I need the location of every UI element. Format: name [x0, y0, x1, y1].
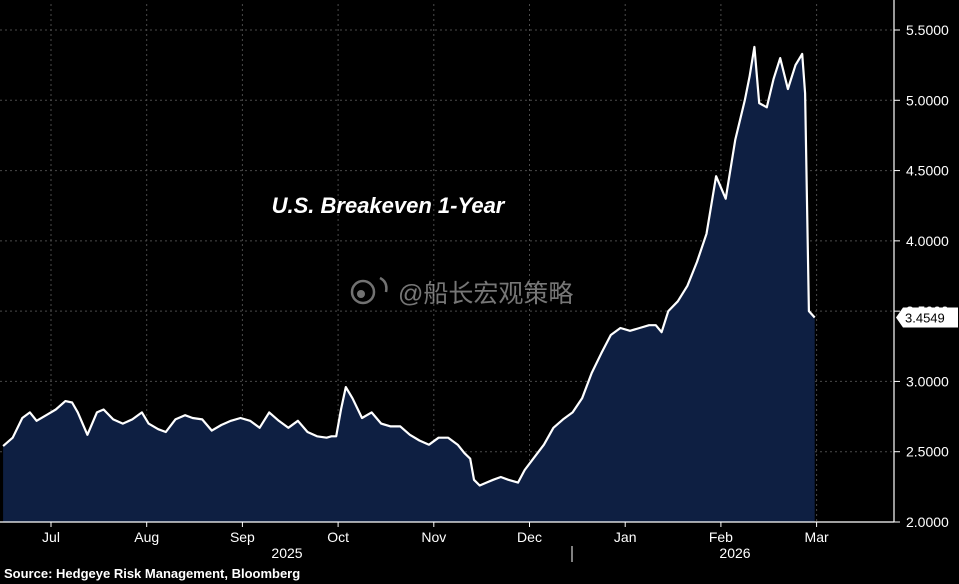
- x-tick-label: Jan: [614, 529, 637, 545]
- x-tick-label: Nov: [421, 529, 446, 545]
- x-tick-label: Dec: [517, 529, 542, 545]
- weibo-icon-eye: [357, 290, 365, 298]
- weibo-icon-wave: [379, 276, 388, 293]
- watermark-text: @船长宏观策略: [398, 280, 573, 308]
- x-tick-label: Aug: [134, 529, 159, 545]
- y-tick-label: 2.5000: [906, 444, 949, 460]
- y-tick-label: 3.0000: [906, 373, 949, 389]
- chart-title: U.S. Breakeven 1-Year: [272, 193, 506, 218]
- current-value-badge-shape: [896, 307, 958, 328]
- y-tick-label: 4.5000: [906, 163, 949, 179]
- current-value-badge: 3.4549: [896, 307, 958, 328]
- x-tick-label: Oct: [327, 529, 349, 545]
- series-area: [3, 46, 815, 523]
- y-tick-label: 5.5000: [906, 22, 949, 38]
- watermark: @船长宏观策略: [350, 276, 573, 308]
- y-tick-label: 4.0000: [906, 233, 949, 249]
- year-label: 2026: [719, 545, 750, 561]
- x-tick-label: Feb: [709, 529, 733, 545]
- x-tick-label: Jul: [42, 529, 60, 545]
- series-line: [2, 45, 816, 487]
- x-tick-label: Sep: [230, 529, 255, 545]
- source-note: Source: Hedgeye Risk Management, Bloombe…: [4, 566, 300, 581]
- weibo-icon: [350, 279, 376, 305]
- y-tick-label: 2.0000: [906, 514, 949, 530]
- year-label: 2025: [271, 545, 302, 561]
- x-tick-label: Mar: [805, 529, 829, 545]
- y-tick-label: 5.0000: [906, 92, 949, 108]
- current-value-label: 3.4549: [905, 310, 945, 325]
- axes: 2.00002.50003.00003.50004.00004.50005.00…: [0, 0, 949, 562]
